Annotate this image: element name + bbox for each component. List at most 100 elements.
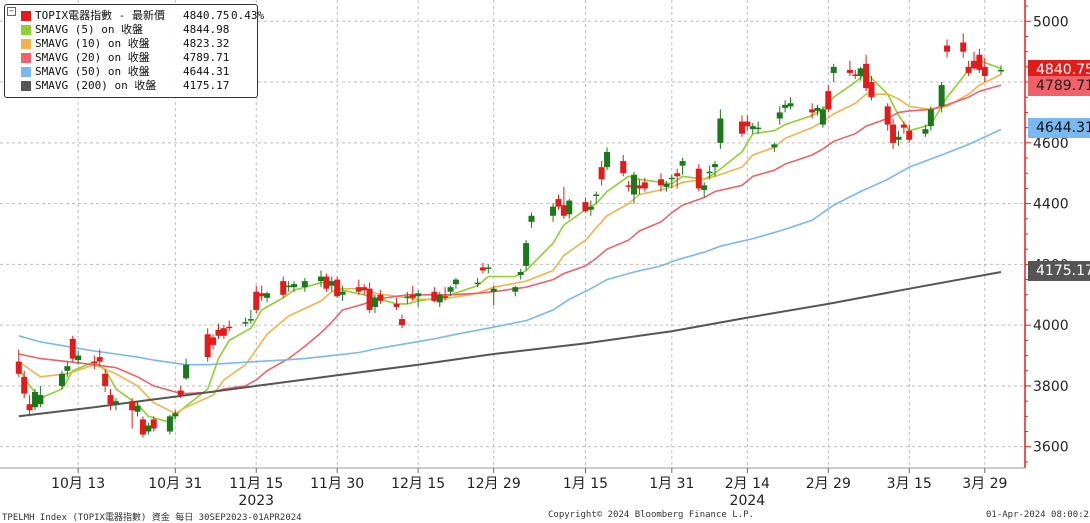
y-tick-label: 5000 [1033,14,1069,30]
candle [814,104,821,116]
sma200-value-tag: 4175.17 [1028,261,1090,281]
candle-body [75,355,82,361]
candle [371,294,378,314]
candle-body [226,326,233,329]
candle [620,154,627,177]
candle [560,186,567,219]
candle-body [771,144,778,148]
candle [134,401,141,417]
candle [755,121,762,134]
candle [695,164,702,192]
candle-body [944,45,951,52]
candle [210,334,217,350]
legend-label: TOPIX電器指數 - 最新價 [35,9,165,22]
candle-body [139,419,146,435]
candle-body [825,91,832,110]
candle-body [701,185,708,190]
candle [415,290,422,307]
candle-body [604,151,611,168]
candle-body [706,171,713,174]
x-year-label: 2023 [238,493,274,509]
candle-body [857,68,864,76]
footer-copyright: Copyright© 2024 Bloomberg Finance L.P. [548,510,754,520]
candle [706,165,713,180]
candle [215,323,222,339]
candle-body [679,161,686,166]
candle-body [172,413,179,417]
candle-body [523,243,530,266]
candle [981,57,988,83]
candle-body [976,54,983,70]
candle-body [528,215,535,222]
candle-body [242,322,249,324]
candle-body [366,288,373,310]
candle-body [814,107,821,111]
candle [625,180,632,192]
candle-body [636,185,643,189]
candle [69,335,76,362]
candle-body [641,182,648,189]
candle-body [846,69,853,73]
candle [566,199,573,219]
candle-body [625,185,632,187]
candle-body [21,376,28,394]
candle-body [150,419,157,429]
x-tick-label: 3月 15 [887,476,932,492]
candle [334,276,341,298]
legend-label: SMAVG (50) on 收盤 [35,65,150,78]
y-tick-label: 3800 [1033,379,1069,395]
candle [944,39,951,58]
candle [485,264,492,274]
x-tick-label: 12月 15 [391,476,445,492]
candle [971,51,978,70]
candle [91,355,98,370]
candle [976,48,983,73]
legend-collapse-icon[interactable]: − [7,7,16,16]
candle-body [264,293,271,298]
candle [102,369,109,393]
candle [674,168,681,189]
candle-body [809,109,816,113]
candle [398,314,405,329]
candle-body [215,329,222,336]
candle [846,60,853,76]
legend-value: 4840.75 [183,9,230,22]
candle [863,54,870,92]
candle [355,279,362,295]
candle-body [927,109,934,127]
candle-body [485,267,492,269]
candle [523,240,530,271]
candle [636,179,643,195]
legend-value: 4844.98 [183,23,230,36]
ma-line [18,128,1002,366]
candle [323,273,330,292]
candle-body [301,281,308,288]
candle-body [960,42,967,52]
candle [819,106,826,128]
candle-body [674,173,681,177]
candle-body [550,206,557,216]
candle [172,410,179,420]
candle-body [377,294,384,301]
candle-body [415,293,422,297]
candle [900,121,907,134]
candle [857,66,864,81]
candle-body [852,74,859,76]
candle-body [91,361,98,364]
candle [129,398,136,429]
candle-body [938,85,945,107]
candle [512,285,519,297]
candle-body [15,361,22,374]
candle [587,200,594,216]
candle [749,123,756,134]
x-tick-label: 2月 29 [806,476,851,492]
legend-label: SMAVG (200) on 收盤 [35,79,157,92]
candle [517,268,524,280]
candle [404,291,411,304]
legend-row-sma5: SMAVG (5) on 收盤 4844.98 [9,23,253,37]
candle-body [906,130,913,140]
x-tick-label: 1月 31 [649,476,694,492]
candle [447,285,454,297]
candle [960,33,967,58]
candle-body [280,281,287,295]
